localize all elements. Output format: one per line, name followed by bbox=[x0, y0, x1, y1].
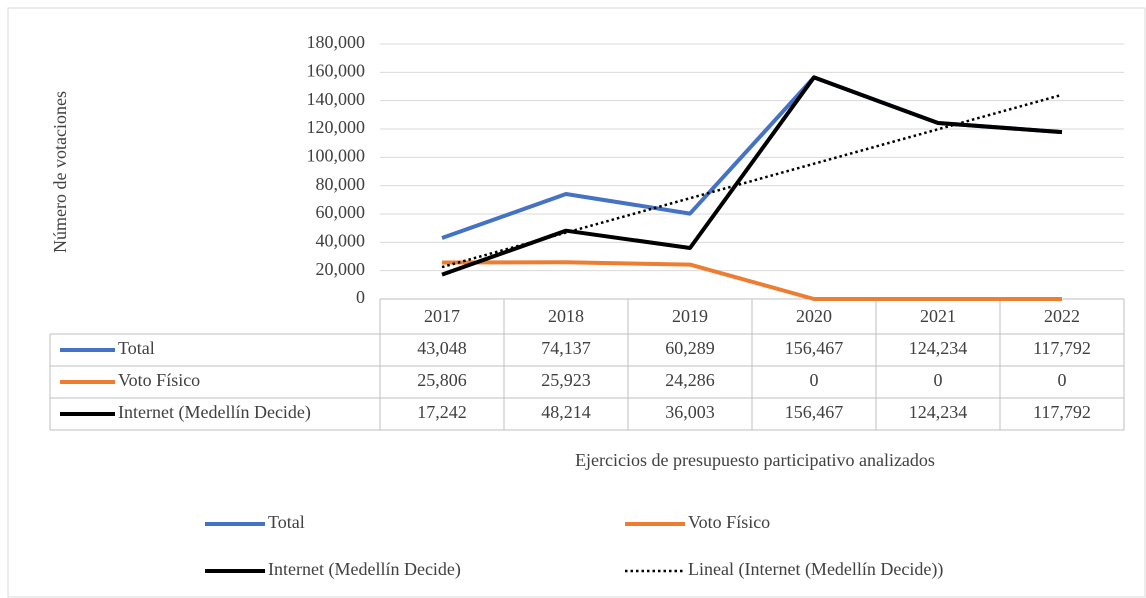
legend-label: Total bbox=[268, 512, 305, 532]
table-cell: 25,923 bbox=[541, 370, 591, 390]
x-tick-label: 2019 bbox=[672, 306, 708, 326]
y-tick-label: 40,000 bbox=[316, 230, 366, 250]
x-tick-label: 2017 bbox=[424, 306, 460, 326]
table-cell: 117,792 bbox=[1033, 402, 1091, 422]
y-tick-label: 0 bbox=[356, 287, 365, 307]
y-tick-label: 100,000 bbox=[307, 145, 366, 165]
table-cell: 156,467 bbox=[785, 338, 844, 358]
table-cell: 48,214 bbox=[541, 402, 591, 422]
series-line bbox=[441, 260, 1062, 301]
y-axis-title: Número de votaciones bbox=[50, 91, 70, 253]
table-row-label: Voto Físico bbox=[118, 370, 200, 390]
table-cell: 117,792 bbox=[1033, 338, 1091, 358]
x-tick-label: 2022 bbox=[1044, 306, 1080, 326]
x-tick-label: 2018 bbox=[548, 306, 584, 326]
table-cell: 74,137 bbox=[541, 338, 591, 358]
y-tick-label: 20,000 bbox=[316, 259, 366, 279]
table-cell: 17,242 bbox=[417, 402, 467, 422]
table-cell: 0 bbox=[1058, 370, 1067, 390]
table-cell: 25,806 bbox=[417, 370, 467, 390]
x-axis-title: Ejercicios de presupuesto participativo … bbox=[575, 450, 935, 470]
y-tick-label: 80,000 bbox=[316, 174, 366, 194]
table-cell: 156,467 bbox=[785, 402, 844, 422]
table-cell: 124,234 bbox=[909, 402, 968, 422]
x-tick-label: 2021 bbox=[920, 306, 956, 326]
table-cell: 43,048 bbox=[417, 338, 467, 358]
x-tick-label: 2020 bbox=[796, 306, 832, 326]
legend-label: Lineal (Internet (Medellín Decide)) bbox=[688, 559, 943, 580]
y-tick-label: 60,000 bbox=[316, 202, 366, 222]
table-cell: 60,289 bbox=[665, 338, 715, 358]
table-row-label: Total bbox=[118, 338, 155, 358]
table-cell: 24,286 bbox=[665, 370, 715, 390]
y-tick-label: 160,000 bbox=[307, 60, 366, 80]
table-cell: 124,234 bbox=[909, 338, 968, 358]
series-line bbox=[441, 75, 1063, 277]
table-cell: 0 bbox=[934, 370, 943, 390]
table-row-label: Internet (Medellín Decide) bbox=[118, 402, 311, 423]
y-tick-label: 140,000 bbox=[307, 89, 366, 109]
chart-border bbox=[7, 7, 1146, 598]
y-tick-label: 180,000 bbox=[307, 32, 366, 52]
y-tick-label: 120,000 bbox=[307, 117, 366, 137]
legend-label: Voto Físico bbox=[688, 512, 770, 532]
legend-label: Internet (Medellín Decide) bbox=[268, 559, 461, 580]
table-cell: 0 bbox=[810, 370, 819, 390]
table-cell: 36,003 bbox=[665, 402, 715, 422]
